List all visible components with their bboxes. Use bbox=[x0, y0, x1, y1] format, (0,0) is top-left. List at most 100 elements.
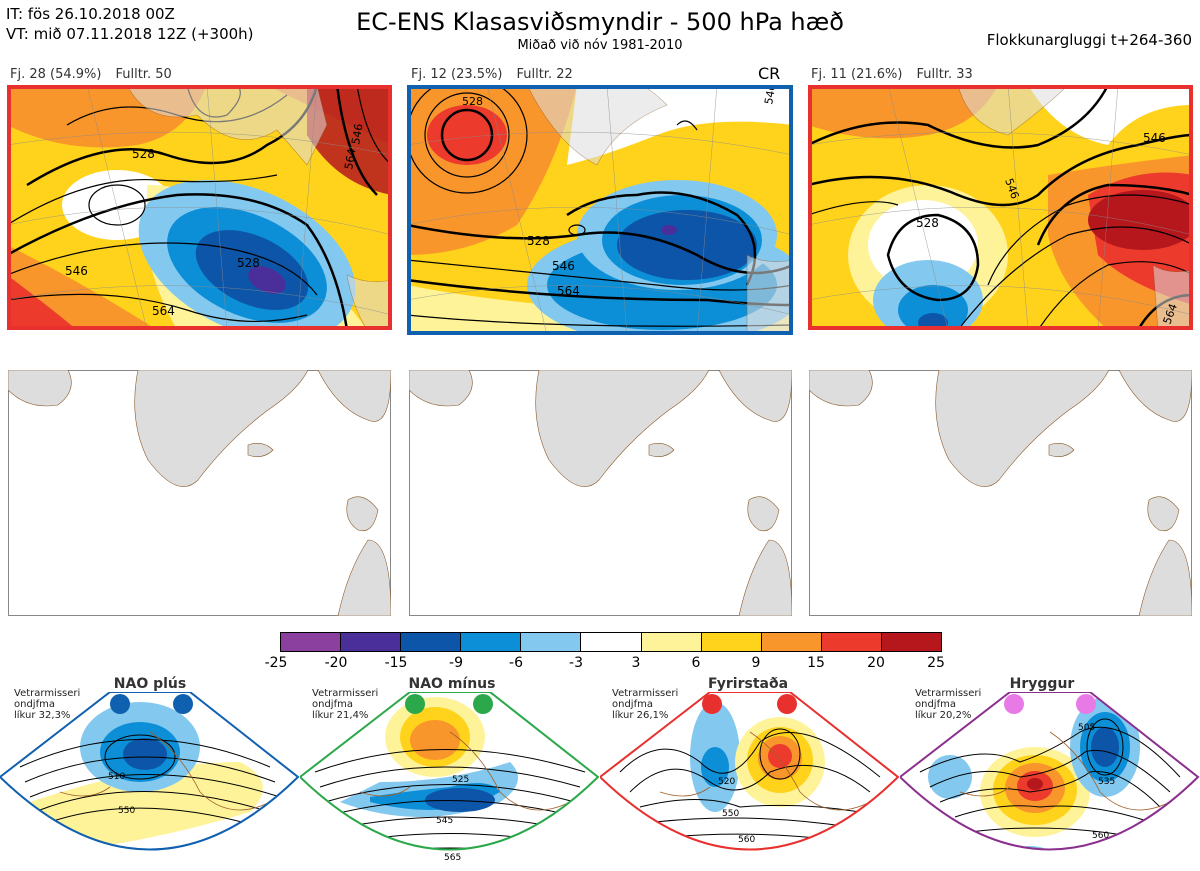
regime-4-border bbox=[900, 692, 1200, 851]
cluster-map-3: 528 546 546 564 bbox=[808, 85, 1193, 330]
regime-4-probability: líkur 20,2% bbox=[915, 710, 972, 721]
regime-2-contour-label: 525 bbox=[452, 775, 469, 785]
regime-2-contour-label: 565 bbox=[444, 853, 461, 863]
regime-4-map: 505 535 560 bbox=[900, 692, 1200, 851]
panel-3-label: Fj. 11 (21.6%) Fulltr. 33 bbox=[811, 67, 987, 82]
regime-3-dot bbox=[702, 694, 722, 714]
regime-4-dot bbox=[1076, 694, 1096, 714]
regime-4-note: Vetrarmisseri ondjfma líkur 20,2% bbox=[915, 688, 1005, 721]
regime-1-dot bbox=[110, 694, 130, 714]
regime-1-probability: líkur 32,3% bbox=[14, 710, 71, 721]
colorbar-tick: -25 bbox=[264, 655, 288, 671]
regime-1-contour-label: 550 bbox=[118, 806, 135, 816]
regime-2-title: NAO mínus bbox=[408, 676, 496, 692]
colorbar-tick: 3 bbox=[631, 655, 641, 671]
panel-3-contour-label: 528 bbox=[916, 216, 939, 230]
colorbar-tick: 6 bbox=[691, 655, 701, 671]
colorbar-swatch bbox=[761, 633, 822, 651]
panel-1-contour-label: 546 bbox=[65, 264, 88, 278]
colorbar-tick: 20 bbox=[867, 655, 885, 671]
panel-1-contour-label: 528 bbox=[132, 147, 155, 161]
regime-2-dot bbox=[405, 694, 425, 714]
empty-map-1 bbox=[8, 370, 391, 616]
colorbar-swatch bbox=[881, 633, 942, 651]
regime-2-contour-label: 545 bbox=[436, 816, 453, 826]
regime-1-dot bbox=[173, 694, 193, 714]
valid-time: VT: mið 07.11.2018 12Z (+300h) bbox=[6, 25, 254, 43]
regime-2-note-line: Vetrarmisseri bbox=[312, 688, 379, 699]
regime-3-dot bbox=[777, 694, 797, 714]
regime-4-title: Hryggur bbox=[1009, 676, 1075, 692]
panel-2-contour-label: 528 bbox=[462, 95, 483, 108]
regime-2-note: Vetrarmisseri ondjfma líkur 21,4% bbox=[312, 688, 402, 721]
regime-4-dot bbox=[1004, 694, 1024, 714]
regime-1-contour-label: 510 bbox=[108, 772, 125, 782]
regime-3-contour-label: 550 bbox=[722, 809, 739, 819]
regime-2-map: 525 545 565 bbox=[300, 692, 600, 863]
colorbar-swatch bbox=[461, 633, 522, 651]
panel-2-tag: CR bbox=[758, 64, 781, 83]
colorbar-swatch bbox=[341, 633, 402, 651]
panel-1-representative: Fulltr. 50 bbox=[115, 67, 172, 82]
colorbar-tick: 15 bbox=[807, 655, 825, 671]
regime-3-note-line: ondjfma bbox=[612, 699, 653, 710]
panel-1-contour-label: 528 bbox=[237, 256, 260, 270]
panel-1-contour-label: 564 bbox=[152, 304, 175, 318]
colorbar-swatch bbox=[701, 633, 762, 651]
colorbar-swatch bbox=[581, 633, 642, 651]
panel-2-cluster: Fj. 12 (23.5%) bbox=[411, 67, 503, 82]
regime-2-probability: líkur 21,4% bbox=[312, 710, 369, 721]
colorbar-tick: -3 bbox=[569, 655, 583, 671]
header-info: IT: fös 26.10.2018 00Z VT: mið 07.11.201… bbox=[6, 4, 254, 44]
regime-1-map: 510 550 bbox=[0, 692, 300, 851]
panel-2-contour-label: 546 bbox=[762, 85, 778, 106]
colorbar-tick: 9 bbox=[751, 655, 761, 671]
colorbar-tick: 25 bbox=[927, 655, 945, 671]
panel-3-representative: Fulltr. 33 bbox=[916, 67, 973, 82]
initial-time: IT: fös 26.10.2018 00Z bbox=[6, 5, 175, 23]
regime-3-probability: líkur 26,1% bbox=[612, 710, 669, 721]
panel-2-label: Fj. 12 (23.5%) Fulltr. 22 bbox=[411, 67, 587, 82]
regime-4-contour-label: 505 bbox=[1078, 723, 1095, 733]
panel-2-representative: Fulltr. 22 bbox=[516, 67, 573, 82]
page-title: EC-ENS Klasasviðsmyndir - 500 hPa hæð bbox=[356, 8, 844, 36]
page-subtitle: Miðað við nóv 1981-2010 bbox=[517, 38, 683, 53]
regime-1-border bbox=[0, 692, 300, 851]
cluster-map-1: 528 546 564 528 546 564 bbox=[7, 85, 392, 330]
panel-1-label: Fj. 28 (54.9%) Fulltr. 50 bbox=[10, 67, 186, 82]
regime-4-note-line: Vetrarmisseri bbox=[915, 688, 982, 699]
regime-2-dot bbox=[473, 694, 493, 714]
regime-4-contour-label: 535 bbox=[1098, 777, 1115, 787]
regime-3-note-line: Vetrarmisseri bbox=[612, 688, 679, 699]
panel-2-border bbox=[407, 85, 793, 335]
panel-3-border bbox=[808, 85, 1193, 330]
regime-3-contour-label: 520 bbox=[718, 777, 735, 787]
regime-1-title: NAO plús bbox=[113, 676, 187, 692]
regime-1-note-line: ondjfma bbox=[14, 699, 55, 710]
panel-2-contour-label: 528 bbox=[527, 234, 550, 248]
regime-3-title: Fyrirstaða bbox=[707, 676, 789, 692]
panel-2-contour-label: 564 bbox=[557, 284, 580, 298]
colorbar-tick: -15 bbox=[384, 655, 408, 671]
panel-1-contour-label: 546 bbox=[349, 123, 365, 146]
regime-3-map: 520 550 560 bbox=[600, 692, 900, 851]
regime-2-border bbox=[300, 692, 600, 851]
regime-3-border bbox=[600, 692, 900, 851]
panel-2-contour-label: 546 bbox=[552, 259, 575, 273]
regime-4-note-line: ondjfma bbox=[915, 699, 956, 710]
panel-1-border bbox=[7, 85, 392, 330]
colorbar-swatch bbox=[281, 633, 342, 651]
regime-1-note: Vetrarmisseri ondjfma líkur 32,3% bbox=[14, 688, 104, 721]
colorbar-swatch bbox=[821, 633, 882, 651]
panel-1-contour-label: 564 bbox=[342, 148, 358, 171]
regime-1-note-line: Vetrarmisseri bbox=[14, 688, 81, 699]
regime-3-contour-label: 560 bbox=[738, 835, 755, 845]
colorbar-swatch bbox=[521, 633, 582, 651]
cluster-map-2: 528 528 546 564 546 bbox=[407, 85, 793, 335]
regime-4-contour-label: 560 bbox=[1092, 831, 1109, 841]
colorbar-tick: -9 bbox=[449, 655, 463, 671]
empty-map-2 bbox=[409, 370, 792, 616]
colorbar-swatch bbox=[641, 633, 702, 651]
panel-3-cluster: Fj. 11 (21.6%) bbox=[811, 67, 903, 82]
colorbar bbox=[280, 632, 942, 652]
